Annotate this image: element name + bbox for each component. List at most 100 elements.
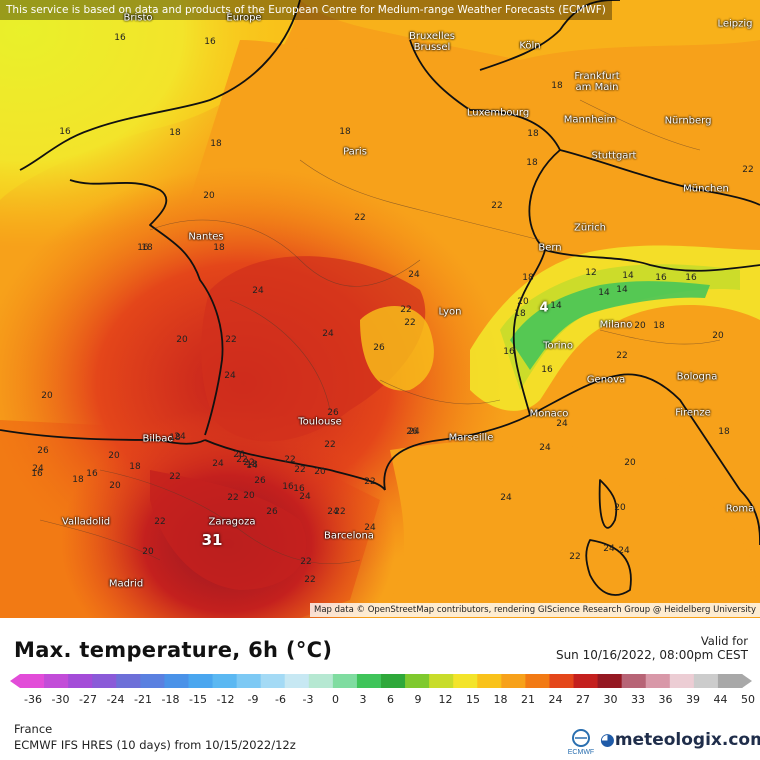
temperature-value: 18 [718, 427, 730, 437]
city-label[interactable]: Nantes [188, 232, 223, 243]
city-name: Bruxelles [409, 31, 455, 42]
city-name: Nürnberg [664, 115, 712, 127]
temperature-value: 16 [685, 273, 697, 283]
temperature-value: 24 [408, 270, 420, 280]
scale-segment [44, 674, 69, 688]
city-label[interactable]: Monaco [530, 409, 569, 420]
city-label[interactable]: München [683, 184, 729, 195]
city-name: Köln [519, 40, 541, 52]
temperature-value: 22 [334, 507, 346, 517]
temperature-value: 16 [541, 365, 553, 375]
city-name: Lyon [438, 306, 462, 318]
city-label[interactable]: Leipzig [717, 19, 752, 30]
city-label[interactable]: Genova [587, 375, 625, 386]
ecmwf-logo[interactable]: ECMWF [563, 728, 599, 756]
temperature-value: 22 [225, 335, 237, 345]
city-label[interactable]: Lyon [438, 307, 461, 318]
temperature-value: 16 [114, 33, 126, 43]
scale-tick-label: 44 [714, 693, 728, 706]
temperature-value: 22 [616, 351, 628, 361]
scale-tick-label: 24 [549, 693, 563, 706]
valid-label: Valid for [700, 634, 748, 648]
map-attribution[interactable]: Map data © OpenStreetMap contributors, r… [310, 603, 760, 617]
city-label[interactable]: Frankfurt am Main [574, 71, 619, 93]
temperature-value: 20 [176, 335, 188, 345]
city-label[interactable]: Toulouse [298, 417, 341, 428]
temperature-value: 14 [616, 285, 628, 295]
scale-segment [260, 674, 286, 688]
temperature-value: 24 [299, 492, 311, 502]
temperature-value: 18 [339, 127, 351, 137]
scale-segment [429, 674, 454, 688]
temperature-value: 18 [514, 309, 526, 319]
temperature-value: 24 [212, 459, 224, 469]
city-name: Milano [599, 319, 633, 331]
city-label[interactable]: Milano [600, 320, 633, 331]
temperature-value: 16 [59, 127, 71, 137]
scale-segment [405, 674, 430, 688]
city-label[interactable]: Bologna [677, 372, 718, 383]
scale-tick-label: 9 [415, 693, 422, 706]
temperature-value: 22 [294, 465, 306, 475]
city-label[interactable]: Bruxelles Brussel [409, 31, 455, 53]
weather-map[interactable]: This service is based on data and produc… [0, 0, 760, 618]
city-label[interactable]: Roma [726, 504, 755, 515]
brand-name: meteologix.com [614, 730, 760, 750]
temperature-value: 22 [154, 517, 166, 527]
temperature-value: 26 [254, 476, 266, 486]
city-label[interactable]: Bilbao [142, 434, 173, 445]
city-name: Toulouse [298, 416, 342, 428]
city-label[interactable]: Stuttgart [592, 151, 637, 162]
scale-tick-label: 3 [360, 693, 367, 706]
temperature-value: 20 [517, 297, 529, 307]
temperature-value: 22 [300, 557, 312, 567]
city-name: Nantes [188, 231, 224, 243]
city-name: Monaco [529, 408, 569, 420]
scale-segment [597, 674, 623, 688]
temperature-value: 26 [327, 408, 339, 418]
city-label[interactable]: Mannheim [564, 115, 616, 126]
city-label[interactable]: Madrid [109, 579, 143, 590]
temperature-value: 14 [550, 301, 562, 311]
scale-tick-label: -12 [217, 693, 235, 706]
temperature-value: 26 [266, 507, 278, 517]
city-label[interactable]: Köln [519, 41, 540, 52]
temperature-value: 18 [141, 243, 153, 253]
city-label[interactable]: Barcelona [324, 531, 374, 542]
temperature-value: 18 [527, 129, 539, 139]
city-label[interactable]: Luxembourg [467, 108, 529, 119]
meteologix-globe-icon: ◕ [600, 730, 615, 750]
city-label[interactable]: Zaragoza [208, 517, 255, 528]
city-label[interactable]: Bristo [124, 13, 153, 24]
city-name: Marseille [448, 432, 494, 444]
city-label[interactable]: Marseille [449, 433, 494, 444]
temperature-value: 22 [324, 440, 336, 450]
scale-tick-label: -9 [248, 693, 259, 706]
temperature-field [0, 0, 760, 618]
temperature-value: 22 [491, 201, 503, 211]
temperature-value: 20 [41, 391, 53, 401]
temperature-value: 20 [634, 321, 646, 331]
temperature-value: 18 [169, 433, 181, 443]
city-name: Barcelona [324, 530, 374, 542]
scale-tick-label: -24 [107, 693, 125, 706]
city-label[interactable]: Valladolid [62, 517, 110, 528]
city-label[interactable]: Paris [343, 147, 367, 158]
temperature-value: 24 [408, 427, 420, 437]
city-label[interactable]: Bern [538, 243, 561, 254]
city-name: am Main [575, 82, 619, 93]
scale-segment [356, 674, 382, 688]
city-name: Paris [343, 146, 367, 158]
city-label[interactable]: Europe [226, 13, 261, 24]
scale-segment [477, 674, 502, 688]
city-label[interactable]: Nürnberg [665, 116, 712, 127]
temperature-value: 22 [284, 455, 296, 465]
temperature-value: 24 [556, 419, 568, 429]
scale-segment [20, 674, 45, 688]
city-label[interactable]: Torino [543, 341, 573, 352]
temperature-value: 22 [236, 455, 248, 465]
city-label[interactable]: Firenze [675, 408, 711, 419]
meteologix-logo[interactable]: ◕meteologix.com [600, 730, 760, 750]
city-label[interactable]: Zürich [574, 223, 606, 234]
scale-tick-label: -15 [189, 693, 207, 706]
